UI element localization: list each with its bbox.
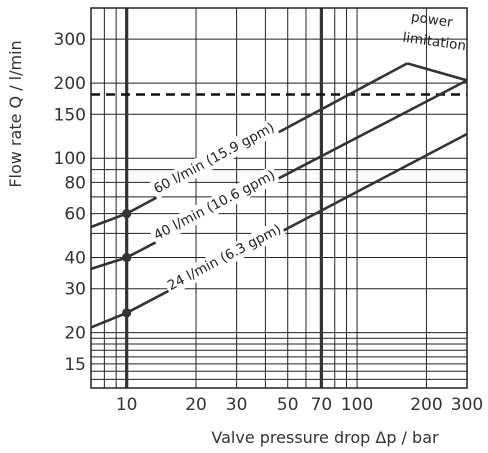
y-tick-label: 40 — [64, 249, 86, 269]
y-tick-label: 200 — [54, 74, 86, 94]
series-40-lpm — [90, 79, 468, 271]
plot-frame — [90, 7, 468, 389]
y-tick-label: 15 — [64, 355, 86, 375]
y-tick-label: 20 — [64, 324, 86, 344]
x-tick-label: 200 — [410, 395, 442, 415]
x-tick-label: 50 — [277, 395, 299, 415]
y-axis-label: Flow rate Q / l/min — [6, 40, 25, 187]
x-tick-label: 20 — [185, 395, 207, 415]
x-tick-label: 100 — [341, 395, 373, 415]
operating-point-marker — [122, 252, 132, 263]
y-tick-label: 30 — [64, 280, 86, 300]
label-background — [148, 165, 281, 246]
tick-labels: 10 20 30 50 70 100 200 300 15 20 30 40 60 80 100 150 200… — [54, 30, 484, 415]
x-tick-label: 10 — [116, 395, 138, 415]
x-tick-label: 30 — [226, 395, 248, 415]
x-tick-label: 70 — [311, 395, 333, 415]
operating-point-marker — [122, 208, 132, 219]
label-background — [148, 117, 280, 200]
y-tick-label: 150 — [54, 105, 86, 125]
x-axis-label: Valve pressure drop Δp / bar — [211, 428, 439, 447]
annotation-power: power — [410, 9, 454, 31]
y-tick-label: 300 — [54, 30, 86, 50]
reference-lines — [91, 8, 467, 388]
y-tick-label: 80 — [64, 173, 86, 193]
y-tick-label: 100 — [54, 149, 86, 169]
label-background — [162, 219, 287, 296]
y-tick-label: 60 — [64, 205, 86, 225]
power-limitation-line — [406, 62, 468, 82]
x-tick-label: 300 — [451, 395, 483, 415]
annotation-limitation: limitation — [402, 30, 467, 55]
grid-layer — [90, 7, 468, 389]
series-lines — [90, 62, 468, 329]
operating-point-marker — [122, 308, 132, 318]
markers — [122, 208, 132, 318]
